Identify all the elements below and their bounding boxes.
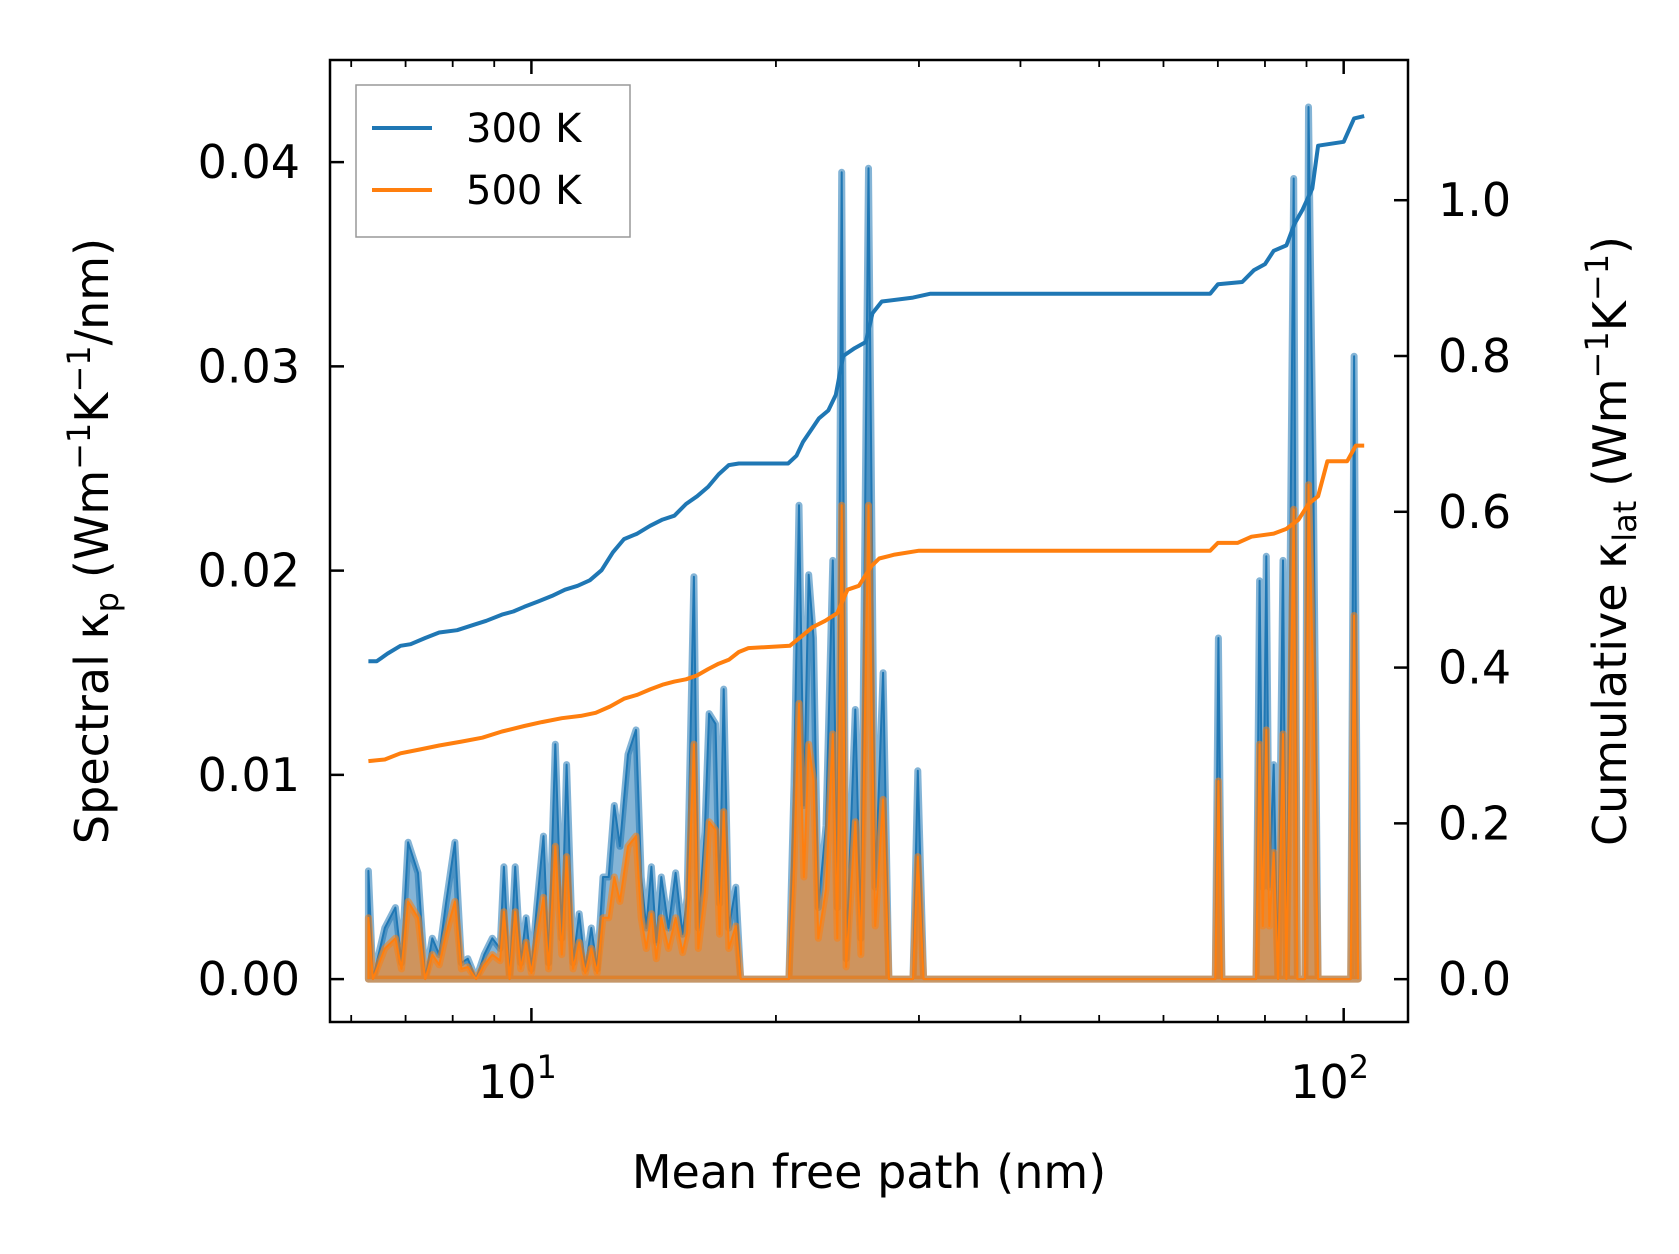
spectral-areas — [364, 103, 1362, 983]
y-right-tick-label: 0.2 — [1438, 796, 1511, 850]
y-left-tick-label: 0.02 — [198, 544, 300, 598]
cumulative-line-500k — [368, 443, 1365, 764]
axis-ticks — [330, 60, 1408, 1022]
y-left-tick-label: 0.01 — [198, 748, 300, 802]
y-right-tick-label: 0.0 — [1438, 952, 1511, 1006]
x-axis-label: Mean free path (nm) — [632, 1145, 1106, 1199]
y-right-tick-label: 1.0 — [1438, 173, 1511, 227]
y-right-tick-label: 0.6 — [1438, 485, 1511, 539]
y-left-tick-label: 0.03 — [198, 339, 300, 393]
y-left-tick-label: 0.00 — [198, 952, 300, 1006]
x-tick-label: 102 — [1290, 1048, 1369, 1109]
y-axis-label-left: Spectral κp(Wm−1K−1/nm) — [60, 238, 126, 844]
spectral-line-500k — [367, 483, 1360, 981]
x-tick-label: 101 — [478, 1048, 557, 1109]
y-left-tick-label: 0.04 — [198, 135, 300, 189]
legend-box — [355, 84, 631, 238]
tick-labels: 101 102 0.00 0.01 0.02 0.03 0.04 0.0 0.2 0.4 0.6 0.… — [198, 135, 1512, 1109]
cumulative-line-300k — [368, 114, 1365, 664]
plot-area — [364, 103, 1365, 983]
legend: 300 K 500 K — [355, 84, 631, 238]
legend-label-500k: 500 K — [466, 168, 583, 214]
legend-label-300k: 300 K — [466, 106, 583, 152]
y-right-tick-label: 0.8 — [1438, 329, 1511, 383]
y-right-tick-label: 0.4 — [1438, 641, 1511, 695]
series-lines — [368, 114, 1365, 764]
plot-frame — [328, 58, 1410, 1024]
y-axis-label-right: Cumulative κlat(Wm−1K−1) — [1578, 236, 1644, 846]
